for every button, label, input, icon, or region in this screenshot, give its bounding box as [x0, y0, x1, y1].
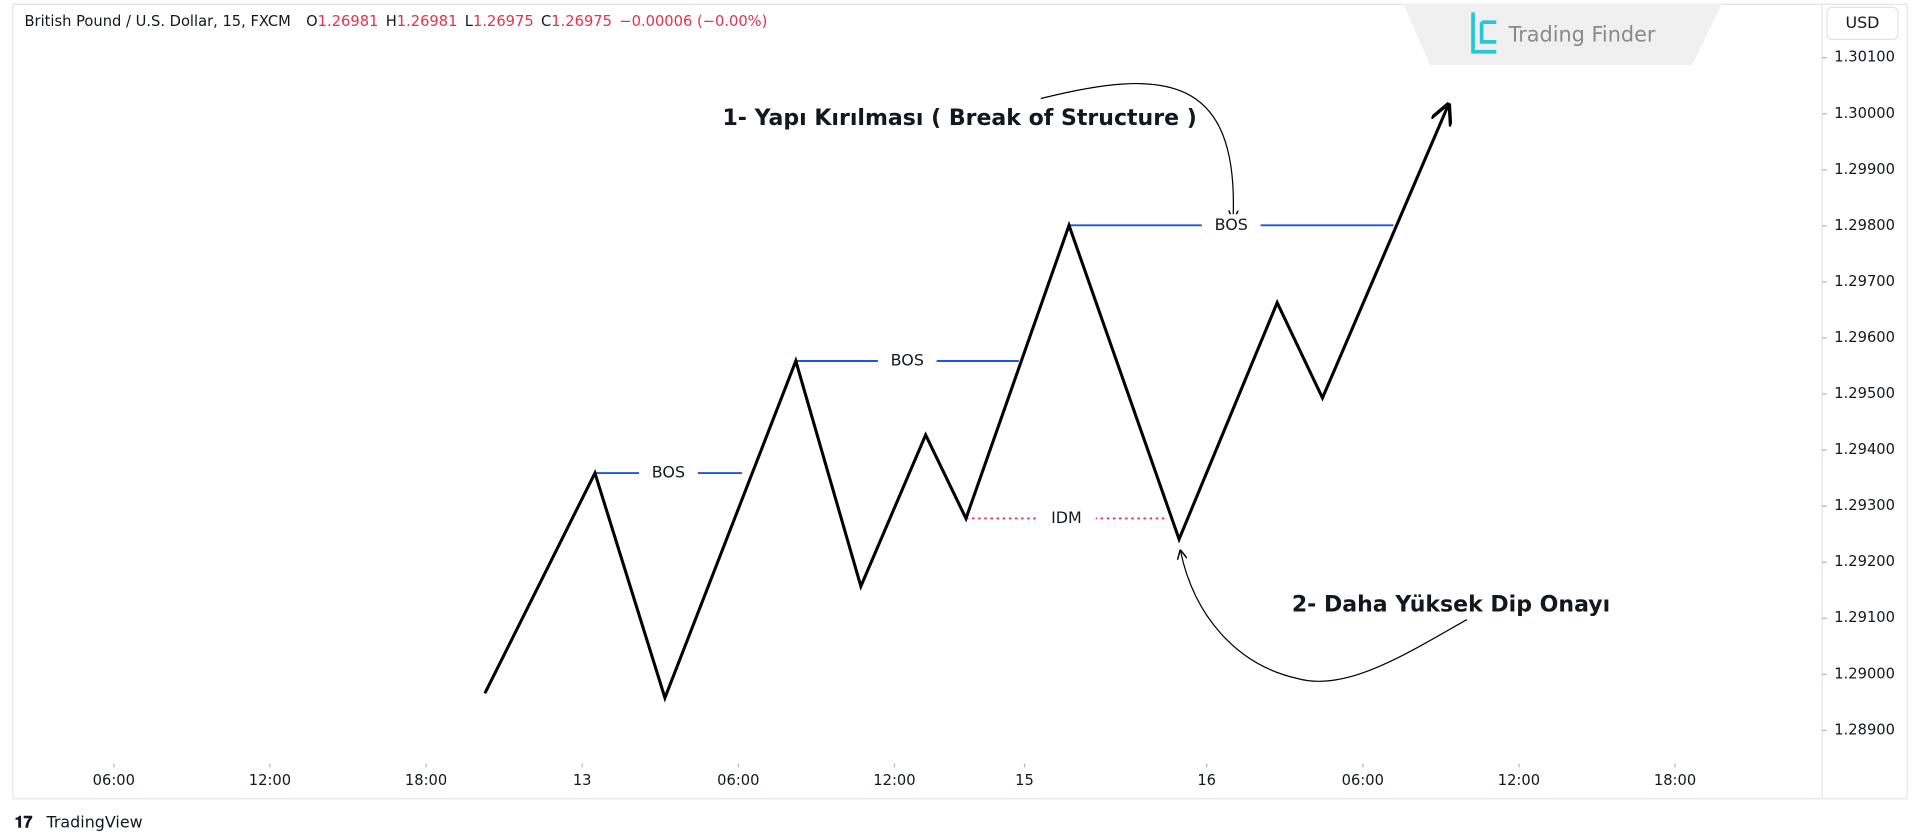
annotation: 1- Yapı Kırılması ( Break of Structure )	[722, 105, 1196, 131]
ohlc-key: H	[386, 13, 397, 30]
x-tick-label: 18:00	[405, 772, 447, 789]
ohlc-key: O	[306, 13, 318, 30]
y-tick-label: 1.28900	[1834, 721, 1895, 738]
x-tick-label: 15	[1015, 772, 1034, 789]
x-tick-label: 06:00	[93, 772, 135, 789]
y-tick-label: 1.29000	[1834, 665, 1895, 682]
level-label-bg	[639, 461, 698, 485]
y-tick-label: 1.29300	[1834, 497, 1895, 514]
y-tick-label: 1.29200	[1834, 553, 1895, 570]
level-label-bg	[1037, 507, 1096, 530]
brand-logo	[1471, 12, 1497, 54]
y-tick-label: 1.29400	[1834, 441, 1895, 458]
annotation-arrow	[1180, 551, 1468, 683]
symbol-title: British Pound / U.S. Dollar, 15, FXCM	[24, 13, 290, 30]
level-label-bg	[1201, 214, 1261, 237]
x-tick-label: 06:00	[1342, 772, 1384, 789]
ohlc-legend: O1.26981 H1.26981 L1.26975 C1.26975 −0.00006…	[306, 13, 767, 30]
y-tick-label: 1.30000	[1834, 105, 1895, 122]
y-tick-label: 1.29600	[1834, 329, 1895, 346]
level-label: BOS	[652, 463, 685, 482]
annotation: 2- Daha Yüksek Dip Onayı	[1292, 591, 1610, 617]
x-tick-label: 18:00	[1654, 772, 1696, 789]
chart-frame	[12, 3, 1908, 800]
ohlc-key: C	[541, 13, 551, 30]
ohlc-value: 1.26981	[318, 13, 379, 30]
x-tick-label: 12:00	[249, 772, 291, 789]
footer-logo: 𝟏𝟕	[15, 812, 33, 831]
ohlc-change: −0.00006 (−0.00%)	[619, 13, 767, 30]
y-tick-label: 1.29700	[1834, 273, 1895, 290]
y-tick-label: 1.30100	[1834, 49, 1895, 66]
y-tick-label: 1.29800	[1834, 217, 1895, 234]
level-label: BOS	[891, 350, 924, 369]
level-label-bg	[877, 349, 937, 373]
price-path	[483, 105, 1449, 703]
annotation-arrow	[1040, 83, 1234, 220]
x-tick-label: 12:00	[1498, 772, 1540, 789]
ohlc-value: 1.26975	[551, 13, 612, 30]
brand-name: Trading Finder	[1508, 23, 1656, 47]
footer: TradingView	[46, 812, 143, 831]
level-label: BOS	[1215, 215, 1248, 234]
ohlc-key: L	[465, 13, 474, 30]
y-tick-label: 1.29100	[1834, 609, 1895, 626]
currency-box	[1826, 6, 1899, 41]
ohlc-value: 1.26975	[473, 13, 534, 30]
x-tick-label: 13	[573, 772, 592, 789]
ohlc-value: 1.26981	[397, 13, 458, 30]
level-label: IDM	[1051, 508, 1082, 527]
x-tick-label: 12:00	[873, 772, 915, 789]
x-tick-label: 06:00	[717, 772, 759, 789]
y-tick-label: 1.29900	[1834, 161, 1895, 178]
currency[interactable]: USD	[1845, 13, 1879, 32]
x-tick-label: 16	[1197, 772, 1216, 789]
y-tick-label: 1.29500	[1834, 385, 1895, 402]
